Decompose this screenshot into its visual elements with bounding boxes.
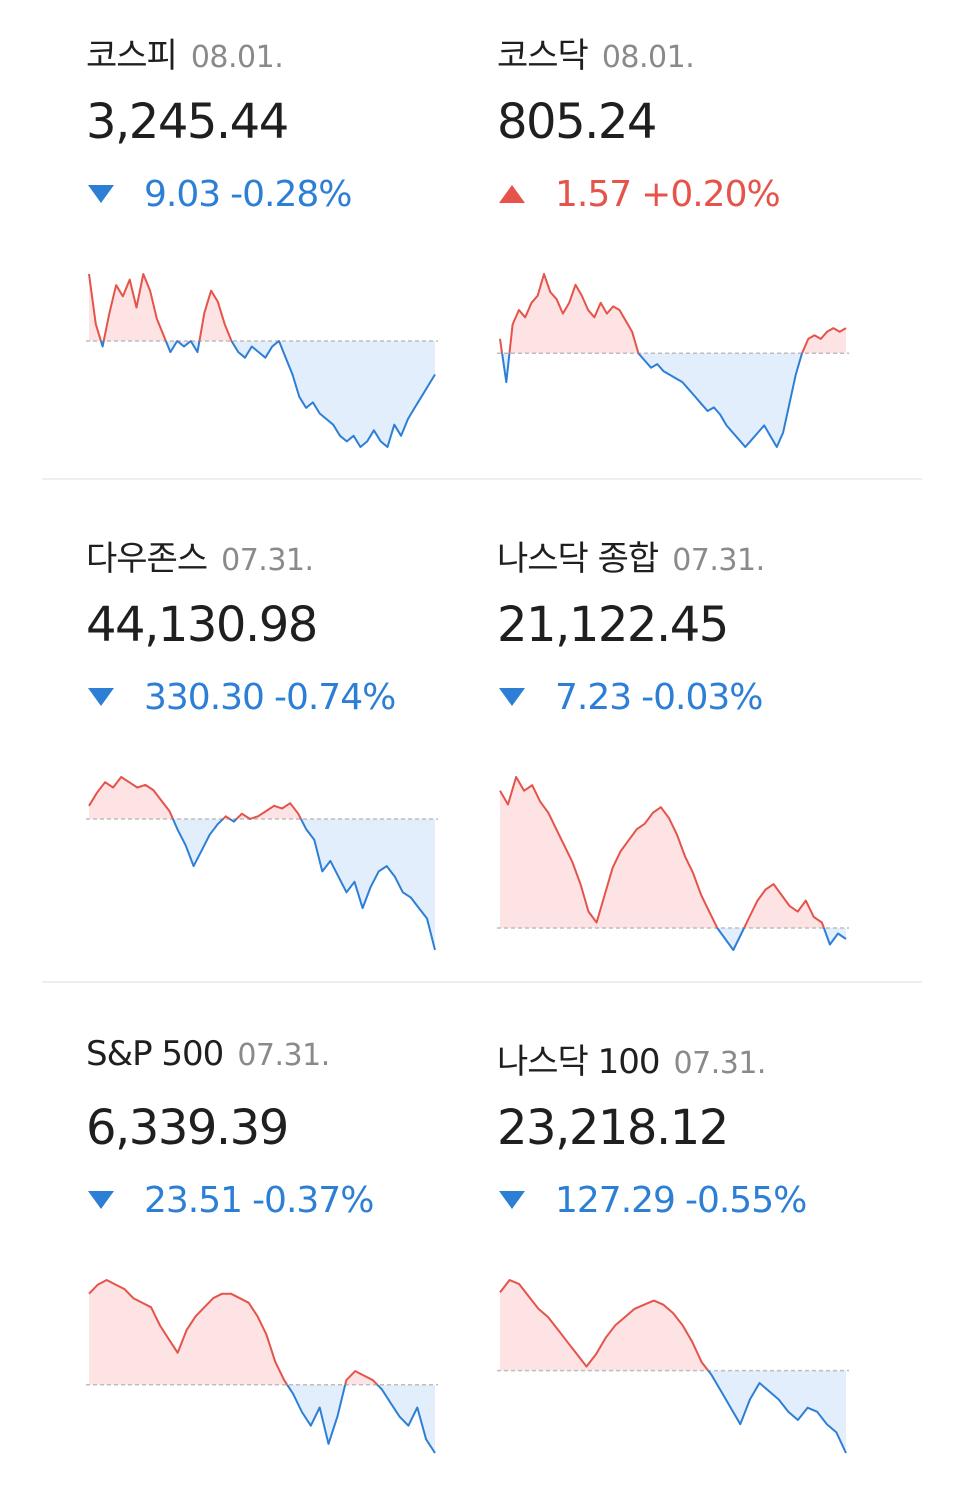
index-change-percent: -0.74% [273, 676, 396, 718]
chart-line-below-baseline [285, 1384, 436, 1454]
row-divider [42, 478, 922, 480]
index-value: 21,122.45 [497, 597, 729, 653]
chart-line-above-baseline [88, 1279, 379, 1385]
index-card-nasdaq-100[interactable]: 나스닥 100 07.31. 23,218.12 127.29 -0.55% [497, 1034, 897, 1504]
chart-line-above-baseline [499, 273, 847, 354]
chart-area-above-baseline [89, 274, 232, 341]
row-divider [42, 981, 922, 983]
index-value: 6,339.39 [86, 1100, 289, 1156]
chart-area-below-baseline [89, 340, 435, 447]
chart-line-above-baseline [499, 776, 825, 929]
index-name: 코스닥 [497, 36, 589, 76]
chart-area-below-baseline [500, 353, 846, 447]
chart-line-below-baseline [99, 340, 436, 448]
index-change-row: 330.30 -0.74% [86, 671, 396, 723]
index-name: 다우존스 [86, 539, 208, 579]
index-name: 나스닥 100 [497, 1042, 661, 1082]
index-change-row: 23.51 -0.37% [86, 1174, 374, 1226]
chart-line-above-baseline [88, 776, 303, 819]
index-title-row: S&P 500 07.31. [86, 1034, 330, 1086]
index-change: 1.57 [555, 173, 632, 215]
index-card-sp500[interactable]: S&P 500 07.31. 6,339.39 23.51 -0.37% [86, 1034, 486, 1504]
index-chart [497, 273, 849, 448]
index-title-row: 코스피 08.01. [86, 28, 284, 80]
triangle-down-icon [499, 1191, 525, 1209]
chart-area-below-baseline [172, 818, 435, 950]
index-change-percent: +0.20% [641, 173, 781, 215]
triangle-down-icon [88, 185, 114, 203]
index-date: 08.01. [190, 40, 284, 75]
index-name: 나스닥 종합 [497, 539, 659, 579]
index-change-row: 127.29 -0.55% [497, 1174, 807, 1226]
index-change: 7.23 [555, 676, 632, 718]
chart-area-above-baseline [500, 777, 846, 929]
chart-line-below-baseline [171, 818, 436, 951]
index-name: 코스피 [86, 36, 178, 76]
index-change: 9.03 [144, 173, 221, 215]
index-change: 127.29 [555, 1179, 676, 1221]
index-card-kosdaq[interactable]: 코스닥 08.01. 805.24 1.57 +0.20% [497, 28, 897, 498]
triangle-down-icon [499, 688, 525, 706]
chart-line-below-baseline [706, 1370, 847, 1454]
index-chart [86, 273, 438, 448]
index-value: 44,130.98 [86, 597, 318, 653]
index-value: 805.24 [497, 94, 657, 150]
chart-line-below-baseline [501, 353, 804, 448]
index-title-row: 나스닥 종합 07.31. [497, 531, 765, 583]
index-chart [497, 776, 849, 951]
index-change: 23.51 [144, 1179, 243, 1221]
index-card-nasdaq-composite[interactable]: 나스닥 종합 07.31. 21,122.45 7.23 -0.03% [497, 531, 897, 1001]
index-value: 3,245.44 [86, 94, 289, 150]
chart-line-above-baseline [499, 1279, 710, 1371]
chart-area-below-baseline [717, 928, 846, 950]
index-chart [497, 1279, 849, 1454]
chart-area-below-baseline [708, 1370, 846, 1453]
index-date: 07.31. [221, 543, 314, 578]
index-card-kospi[interactable]: 코스피 08.01. 3,245.44 9.03 -0.28% [86, 28, 486, 498]
index-name: S&P 500 [86, 1034, 224, 1074]
index-value: 23,218.12 [497, 1100, 729, 1156]
index-title-row: 코스닥 08.01. [497, 28, 695, 80]
index-change-percent: -0.55% [684, 1179, 807, 1221]
chart-area-above-baseline [500, 274, 846, 354]
index-date: 08.01. [601, 40, 695, 75]
index-date: 07.31. [237, 1038, 330, 1073]
index-date: 07.31. [673, 1046, 767, 1081]
index-change-percent: -0.03% [641, 676, 763, 718]
index-change-percent: -0.28% [230, 173, 352, 215]
triangle-down-icon [88, 688, 114, 706]
index-change: 330.30 [144, 676, 265, 718]
index-date: 07.31. [672, 543, 765, 578]
index-change-row: 9.03 -0.28% [86, 168, 353, 220]
index-title-row: 나스닥 100 07.31. [497, 1034, 766, 1086]
triangle-down-icon [88, 1191, 114, 1209]
index-title-row: 다우존스 07.31. [86, 531, 314, 583]
index-change-percent: -0.37% [252, 1179, 374, 1221]
index-chart [86, 776, 438, 951]
index-card-dow-jones[interactable]: 다우존스 07.31. 44,130.98 330.30 -0.74% [86, 531, 486, 1001]
index-change-row: 7.23 -0.03% [497, 671, 764, 723]
triangle-up-icon [499, 185, 525, 203]
chart-line-above-baseline [88, 273, 281, 341]
index-change-row: 1.57 +0.20% [497, 168, 781, 220]
index-chart [86, 1279, 438, 1454]
chart-area-above-baseline [500, 1280, 846, 1371]
chart-area-below-baseline [287, 1384, 435, 1453]
chart-area-above-baseline [89, 1280, 435, 1385]
